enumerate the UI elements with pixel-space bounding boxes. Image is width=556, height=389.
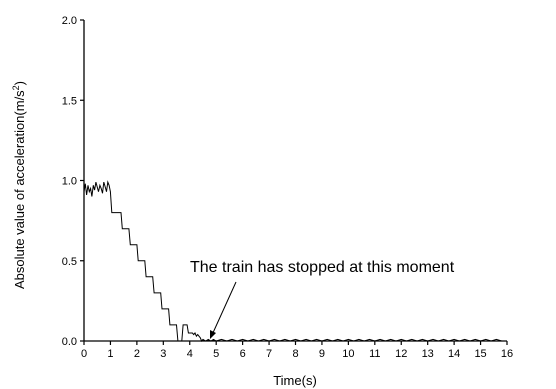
y-axis-title-superscript: 2 xyxy=(11,85,21,90)
x-tick-label: 0 xyxy=(81,348,87,360)
y-tick-label: 0.0 xyxy=(62,336,77,348)
x-tick-label: 4 xyxy=(187,348,193,360)
series-acceleration-line xyxy=(83,180,507,342)
x-tick-label: 1 xyxy=(107,348,113,360)
x-tick-label: 6 xyxy=(240,348,246,360)
x-tick-label: 7 xyxy=(266,348,272,360)
x-tick-label: 11 xyxy=(369,348,380,360)
y-axis-title-main: Absolute value of acceleration(m/s xyxy=(12,90,27,289)
x-tick-label: 14 xyxy=(448,348,460,360)
x-tick-label: 3 xyxy=(160,348,166,360)
x-tick-label: 16 xyxy=(501,348,513,360)
y-tick-label: 1.0 xyxy=(62,176,77,188)
annotation-arrow-shaft xyxy=(211,281,237,336)
y-tick-label: 1.5 xyxy=(62,95,77,107)
x-tick-label: 5 xyxy=(213,348,219,360)
y-axis-title-tail: ) xyxy=(12,81,27,85)
y-tick-label: 0.5 xyxy=(62,256,77,268)
x-tick-label: 13 xyxy=(422,348,434,360)
annotation-arrow xyxy=(210,281,237,339)
x-tick-label: 12 xyxy=(395,348,407,360)
annotation-text: The train has stopped at this moment xyxy=(190,259,455,276)
y-tick-label: 2.0 xyxy=(62,15,77,27)
annotation-arrow-head xyxy=(210,330,216,339)
axes-group xyxy=(83,20,507,342)
x-tick-label: 8 xyxy=(292,348,298,360)
x-tick-label: 15 xyxy=(474,348,486,360)
x-tick-label: 10 xyxy=(342,348,354,360)
y-axis-title: Absolute value of acceleration(m/s2) xyxy=(11,81,27,289)
x-tick-label: 2 xyxy=(134,348,140,360)
y-ticks-group: 0.0 0.5 1.0 1.5 2.0 xyxy=(62,15,84,348)
x-ticks-group: 0 1 2 3 4 5 6 7 8 9 10 11 12 13 14 15 16 xyxy=(81,341,513,360)
x-axis-title: Time(s) xyxy=(273,373,317,388)
x-tick-label: 9 xyxy=(319,348,325,360)
